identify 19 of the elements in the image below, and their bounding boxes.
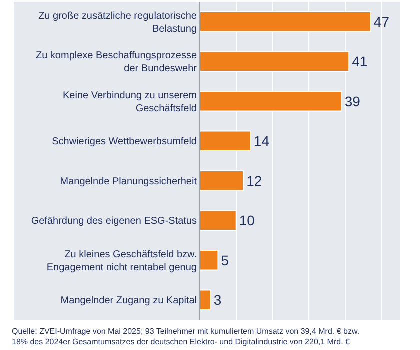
y-tick-label: Schwieriges Wettbewerbsumfeld [52, 136, 197, 148]
y-tick-label: Gefährdung des eigenen ESG-Status [31, 216, 197, 228]
y-tick-label: Zu große zusätzliche regulatorische Belastung [38, 10, 198, 35]
y-tick-label: Mangelnde Planungssicherheit [60, 176, 198, 188]
y-tick-label: Zu komplexe Beschaffungsprozesse der Bundeswehr [36, 50, 198, 75]
bar [200, 250, 219, 271]
data-label: 3 [214, 292, 222, 308]
bar [200, 290, 212, 311]
y-tick-label: Zu kleines Geschäftsfeld bzw. Engagement nicht rentabel genug [46, 249, 197, 274]
data-label: 47 [374, 14, 390, 30]
data-label: 14 [254, 133, 270, 150]
source-note: Quelle: ZVEI-Umfrage von Mai 2025; 93 Teilnehmer mit kumuliertem Umsatz von 39,4 Mrd. € bzw. 18% des 2024er Gesamtumsatzes der deutschen Elektro- und Digitalindustrie von 220,1 Mrd. € [12, 327, 360, 346]
data-label: 5 [221, 252, 230, 268]
data-label: 12 [246, 172, 262, 189]
y-tick-label: Keine Verbindung zu unserem Geschäftsfeld [63, 90, 197, 114]
data-label: 39 [344, 93, 361, 110]
data-label: 41 [352, 54, 368, 70]
y-tick-label: Mangelnder Zugang zu Kapital [60, 296, 197, 307]
data-label: 10 [239, 212, 256, 229]
